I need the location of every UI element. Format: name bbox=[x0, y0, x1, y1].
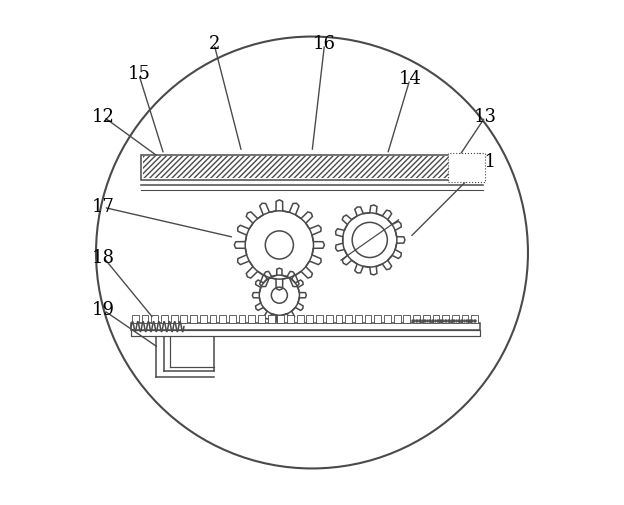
Text: 18: 18 bbox=[92, 248, 115, 267]
Bar bbox=[238, 315, 245, 323]
Bar bbox=[316, 315, 323, 323]
Bar bbox=[384, 315, 391, 323]
Bar bbox=[248, 315, 255, 323]
Bar bbox=[229, 315, 236, 323]
Bar bbox=[161, 315, 168, 323]
Bar bbox=[442, 315, 449, 323]
Bar bbox=[297, 315, 304, 323]
Text: 17: 17 bbox=[92, 198, 115, 216]
Bar bbox=[152, 315, 158, 323]
Text: 12: 12 bbox=[92, 108, 115, 126]
Bar bbox=[278, 315, 284, 323]
Bar bbox=[171, 315, 178, 323]
Bar bbox=[345, 315, 352, 323]
Bar bbox=[326, 315, 333, 323]
Text: 11: 11 bbox=[474, 153, 497, 171]
Text: 15: 15 bbox=[127, 65, 150, 83]
Bar bbox=[447, 153, 485, 182]
Text: 2: 2 bbox=[208, 35, 220, 53]
Bar bbox=[462, 315, 469, 323]
Bar bbox=[287, 315, 294, 323]
Bar bbox=[142, 315, 149, 323]
Bar bbox=[219, 315, 226, 323]
Bar bbox=[180, 315, 187, 323]
Bar bbox=[355, 315, 362, 323]
Bar bbox=[210, 315, 217, 323]
Text: 19: 19 bbox=[92, 301, 115, 319]
Bar bbox=[131, 330, 480, 336]
Bar bbox=[306, 315, 313, 323]
Bar bbox=[471, 315, 478, 323]
Bar bbox=[364, 315, 371, 323]
Text: 16: 16 bbox=[313, 35, 336, 53]
Bar bbox=[131, 323, 480, 330]
Bar bbox=[258, 315, 265, 323]
Bar bbox=[200, 315, 207, 323]
Bar bbox=[143, 156, 481, 178]
Bar bbox=[132, 315, 139, 323]
Bar bbox=[432, 315, 439, 323]
Bar bbox=[452, 315, 459, 323]
Bar bbox=[131, 330, 480, 336]
Bar bbox=[268, 315, 275, 323]
Text: 14: 14 bbox=[399, 70, 421, 88]
Bar bbox=[394, 315, 401, 323]
Bar bbox=[190, 315, 197, 323]
Bar bbox=[423, 315, 430, 323]
Bar bbox=[413, 315, 420, 323]
Bar bbox=[374, 315, 381, 323]
Bar bbox=[404, 315, 410, 323]
Bar bbox=[141, 155, 483, 180]
Text: 13: 13 bbox=[474, 108, 497, 126]
Bar bbox=[336, 315, 343, 323]
